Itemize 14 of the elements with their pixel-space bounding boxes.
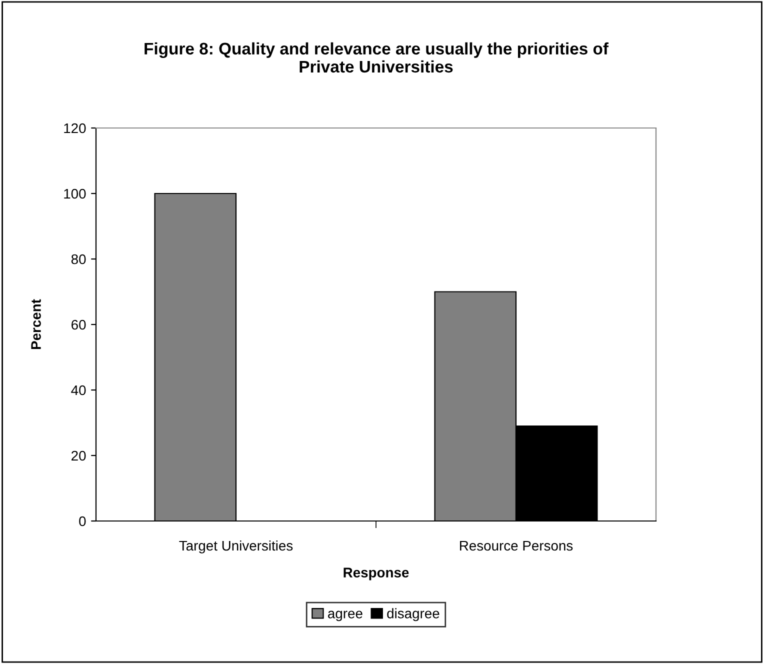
y-tick-label: 100 xyxy=(64,188,86,199)
y-tick-label: 60 xyxy=(72,320,86,330)
y-tick-label: 0 xyxy=(79,516,86,526)
y-axis-title: Percent xyxy=(31,299,41,350)
y-tick-label: 120 xyxy=(64,123,86,134)
y-tick-label: 40 xyxy=(71,385,86,396)
x-tick-label: Resource Persons xyxy=(460,540,573,551)
x-tick-label: Target Universities xyxy=(179,540,293,554)
y-tick-label: 20 xyxy=(72,450,86,461)
x-axis-title: Response xyxy=(344,568,409,580)
y-tick-label: 80 xyxy=(71,254,86,264)
chart-title: Figure 8: Quality and relevance are usually the priorities of Private Universities xyxy=(144,42,609,73)
legend-label: disagree xyxy=(387,608,440,622)
legend-label: agree xyxy=(328,610,362,622)
